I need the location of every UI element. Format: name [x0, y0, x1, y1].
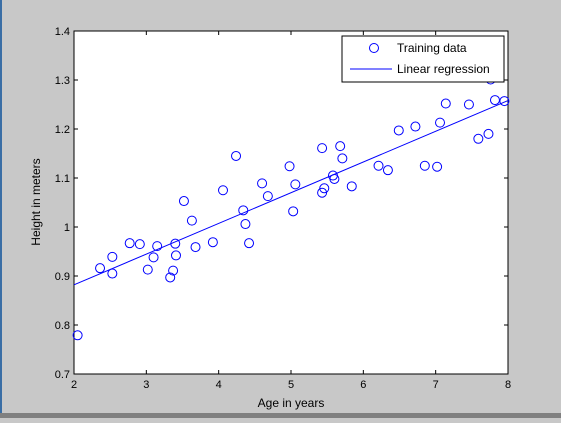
- data-point: [393, 125, 404, 136]
- data-point: [463, 99, 474, 110]
- data-point: [186, 215, 197, 226]
- x-axis-label: Age in years: [258, 396, 325, 410]
- y-tick-label: 1.2: [55, 124, 70, 136]
- data-point: [373, 160, 384, 171]
- data-point: [107, 251, 118, 262]
- axis-tick-labels: 2 3 4 5 6 7 8 0.7 0.8 0.9 1 1.1 1.2 1.3 1.4: [55, 26, 511, 391]
- y-tick-label: 0.7: [55, 369, 70, 381]
- data-point: [165, 272, 176, 283]
- data-point: [178, 196, 189, 207]
- data-point: [435, 117, 446, 128]
- regression-line: [73, 100, 509, 286]
- axis-ticks: [73, 30, 509, 375]
- data-point: [284, 161, 295, 172]
- data-point: [346, 181, 357, 192]
- legend-marker-training-data: [369, 43, 379, 53]
- data-point: [218, 185, 229, 196]
- legend-label-training-data: Training data: [397, 41, 467, 55]
- x-tick-label: 3: [143, 379, 149, 391]
- data-point: [170, 250, 181, 261]
- data-point: [419, 160, 430, 171]
- y-tick-label: 1.4: [55, 26, 70, 38]
- data-point: [489, 95, 500, 106]
- data-point: [337, 153, 348, 164]
- x-tick-label: 6: [360, 379, 366, 391]
- y-tick-label: 1.1: [55, 173, 70, 185]
- data-point: [290, 179, 301, 190]
- legend-box: [341, 35, 505, 83]
- data-point: [231, 150, 242, 161]
- plot-area: [73, 30, 509, 375]
- window-bottom-border: [0, 413, 561, 418]
- data-point: [382, 165, 393, 176]
- data-point: [95, 263, 106, 274]
- data-point: [319, 183, 330, 194]
- data-point: [317, 143, 328, 154]
- data-point: [240, 219, 251, 230]
- legend-label-linear-regression: Linear regression: [397, 62, 490, 76]
- data-point: [72, 330, 83, 341]
- data-point: [473, 133, 484, 144]
- data-markers: [72, 74, 510, 341]
- data-point: [499, 96, 510, 107]
- data-point: [190, 242, 201, 253]
- x-tick-label: 5: [288, 379, 294, 391]
- y-tick-label: 1: [64, 222, 70, 234]
- data-point: [238, 205, 249, 216]
- y-tick-label: 1.3: [55, 75, 70, 87]
- data-point: [440, 98, 451, 109]
- data-point: [335, 141, 346, 152]
- data-point: [142, 264, 153, 275]
- x-tick-label: 7: [433, 379, 439, 391]
- legend[interactable]: Training data Linear regression: [341, 35, 505, 83]
- data-point: [152, 241, 163, 252]
- data-point: [124, 238, 135, 249]
- data-point: [148, 252, 159, 263]
- data-point: [262, 191, 273, 202]
- data-point: [134, 239, 145, 250]
- data-point: [483, 128, 494, 139]
- data-point: [432, 161, 443, 172]
- regression-lines: [73, 100, 509, 286]
- data-point: [207, 237, 218, 248]
- x-tick-label: 8: [505, 379, 511, 391]
- data-point: [288, 206, 299, 217]
- x-tick-label: 2: [71, 379, 77, 391]
- window-left-border: [0, 0, 2, 418]
- y-axis-label: Height in meters: [29, 158, 43, 245]
- x-tick-label: 4: [216, 379, 222, 391]
- y-tick-label: 0.8: [55, 320, 70, 332]
- data-point: [244, 238, 255, 249]
- data-point: [257, 178, 268, 189]
- data-point: [410, 121, 421, 132]
- y-tick-label: 0.9: [55, 271, 70, 283]
- data-point: [168, 265, 179, 276]
